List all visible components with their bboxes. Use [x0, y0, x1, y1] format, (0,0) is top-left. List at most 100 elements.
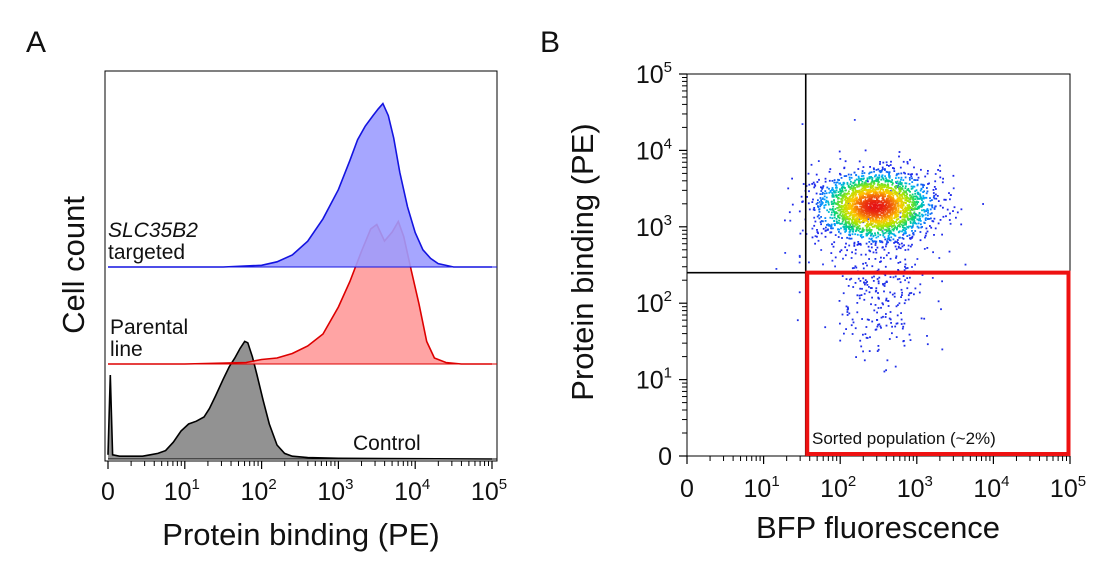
scatter-point — [868, 206, 870, 208]
scatter-point — [941, 280, 943, 283]
panel-b-y-tick-label: 0 — [658, 443, 672, 471]
scatter-point — [896, 222, 899, 225]
scatter-point — [904, 176, 907, 179]
scatter-point — [942, 215, 945, 218]
scatter-point — [887, 252, 890, 254]
scatter-point — [923, 209, 925, 211]
scatter-point — [926, 190, 929, 193]
scatter-point — [788, 211, 791, 214]
scatter-point — [882, 161, 885, 164]
scatter-point — [884, 229, 886, 231]
scatter-point — [911, 213, 913, 216]
scatter-point — [865, 229, 868, 231]
scatter-point — [885, 177, 887, 180]
scatter-point — [850, 257, 853, 259]
scatter-point — [889, 230, 892, 232]
scatter-point — [920, 317, 923, 320]
panel-b-y-tick-label-exponent: 3 — [664, 212, 672, 229]
scatter-point — [846, 183, 849, 185]
scatter-point — [853, 215, 856, 218]
scatter-point — [891, 225, 893, 227]
scatter-point — [808, 261, 810, 264]
scatter-point — [909, 339, 912, 341]
scatter-point — [869, 231, 872, 234]
panel-a-x-tick-label: 104 — [394, 476, 430, 506]
scatter-point — [817, 232, 819, 235]
histogram-fill-0 — [108, 341, 492, 459]
scatter-point — [877, 323, 879, 326]
scatter-point — [855, 221, 858, 224]
scatter-point — [844, 194, 846, 197]
scatter-point — [876, 176, 879, 179]
scatter-point — [908, 225, 910, 228]
scatter-point — [838, 231, 840, 233]
scatter-point — [875, 249, 877, 251]
scatter-point — [886, 179, 888, 182]
scatter-point — [852, 182, 855, 185]
scatter-point — [913, 200, 916, 203]
scatter-point — [897, 209, 900, 212]
scatter-point — [844, 160, 847, 163]
scatter-point — [837, 203, 840, 206]
scatter-point — [880, 219, 883, 222]
scatter-point — [851, 223, 854, 226]
scatter-point — [877, 196, 880, 199]
scatter-point — [874, 212, 876, 215]
scatter-point — [862, 175, 865, 177]
scatter-point — [844, 197, 847, 200]
scatter-point — [883, 236, 886, 238]
scatter-point — [887, 210, 890, 213]
scatter-point — [882, 177, 885, 180]
scatter-point — [899, 187, 902, 190]
scatter-point — [886, 198, 889, 200]
scatter-point — [888, 205, 891, 208]
panel-b-x-tick-label: 105 — [1050, 473, 1086, 503]
scatter-point — [870, 287, 873, 289]
scatter-point — [884, 316, 887, 318]
scatter-point — [891, 228, 894, 231]
scatter-point — [871, 178, 874, 181]
scatter-point — [897, 242, 899, 244]
panel-b-frame — [686, 73, 1071, 457]
scatter-point — [908, 201, 911, 204]
scatter-point — [912, 202, 915, 205]
scatter-point — [898, 191, 901, 193]
scatter-point — [814, 235, 817, 238]
scatter-point — [886, 164, 888, 166]
scatter-point — [867, 225, 870, 228]
scatter-point — [903, 244, 905, 247]
scatter-point — [867, 216, 870, 218]
scatter-point — [886, 212, 888, 215]
scatter-point — [902, 201, 905, 204]
scatter-point — [853, 243, 856, 245]
scatter-point — [842, 225, 845, 228]
scatter-point — [936, 195, 939, 197]
scatter-point — [853, 192, 856, 195]
scatter-point — [934, 173, 937, 175]
scatter-point — [812, 198, 814, 201]
scatter-point — [839, 223, 842, 225]
scatter-point — [895, 181, 897, 183]
scatter-point — [870, 195, 873, 197]
scatter-point — [868, 177, 871, 180]
scatter-point — [815, 173, 818, 176]
scatter-point — [829, 231, 832, 234]
scatter-point — [896, 197, 899, 200]
scatter-point — [850, 210, 853, 213]
scatter-point — [899, 210, 902, 213]
scatter-point — [914, 204, 917, 207]
scatter-point — [865, 281, 867, 284]
scatter-point — [874, 328, 877, 331]
scatter-point — [854, 186, 856, 189]
scatter-point — [920, 188, 923, 190]
scatter-point — [811, 183, 814, 185]
scatter-point — [877, 215, 879, 218]
scatter-point — [840, 227, 842, 230]
scatter-point — [856, 311, 859, 314]
scatter-point — [874, 207, 877, 210]
scatter-point — [941, 348, 944, 351]
scatter-point — [897, 218, 900, 220]
scatter-point — [913, 202, 916, 204]
scatter-point — [896, 241, 898, 243]
scatter-point — [838, 201, 841, 203]
